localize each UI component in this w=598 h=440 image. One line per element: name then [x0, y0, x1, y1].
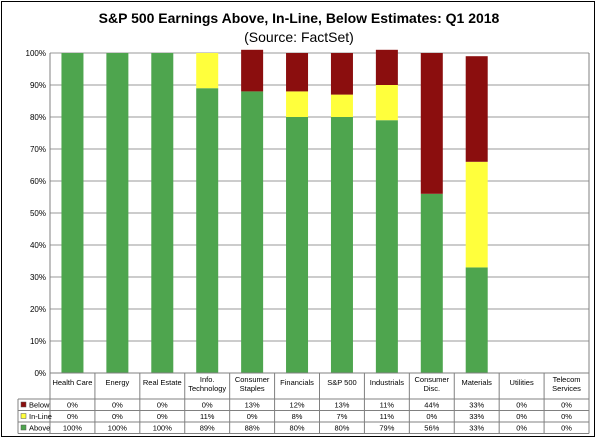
data-label: 33% [469, 401, 484, 410]
data-label: 100% [153, 424, 173, 433]
legend-swatch [20, 424, 27, 431]
x-tick-label: S&P 500 [327, 378, 356, 387]
data-label: 33% [469, 424, 484, 433]
legend-swatch [20, 413, 27, 419]
legend-label: In-Line [29, 412, 52, 421]
data-label: 0% [561, 401, 572, 410]
data-label: 0% [516, 401, 527, 410]
data-label: 0% [426, 412, 437, 421]
y-tick-label: 60% [30, 177, 46, 186]
bar-above [330, 117, 353, 373]
x-tick-label: Consumer [235, 375, 270, 384]
y-tick-label: 80% [30, 113, 46, 122]
bar-above [465, 267, 488, 373]
x-tick-label: Telecom [553, 375, 581, 384]
chart-subtitle: (Source: FactSet) [244, 29, 354, 45]
x-tick-label: Services [552, 384, 581, 393]
data-label: 0% [561, 412, 572, 421]
data-label: 11% [380, 401, 395, 410]
x-tick-label: Staples [240, 384, 265, 393]
bar-above [375, 120, 398, 373]
data-label: 88% [245, 424, 260, 433]
bar-above [106, 53, 129, 373]
x-tick-label: Materials [461, 378, 492, 387]
x-tick-label: Energy [105, 378, 129, 387]
y-tick-label: 40% [30, 241, 46, 250]
bar-in-line [286, 91, 309, 117]
data-label: 13% [245, 401, 260, 410]
x-tick-label: Financials [280, 378, 314, 387]
x-tick-label: Consumer [414, 375, 449, 384]
bar-above [286, 117, 309, 373]
x-tick-label: Info. [200, 375, 215, 384]
x-tick-label: Health Care [52, 378, 92, 387]
y-tick-label: 70% [30, 145, 46, 154]
data-label: 100% [63, 424, 83, 433]
data-label: 0% [202, 401, 213, 410]
y-tick-label: 20% [30, 305, 46, 314]
y-tick-label: 50% [30, 209, 46, 218]
bar-below [375, 49, 398, 85]
data-label: 11% [380, 412, 395, 421]
x-tick-label: Industrials [370, 378, 404, 387]
bar-in-line [465, 161, 488, 268]
data-label: 12% [290, 401, 305, 410]
data-label: 7% [337, 412, 348, 421]
bar-below [330, 53, 353, 95]
legend-label: Below [29, 401, 50, 410]
data-label: 0% [67, 401, 78, 410]
bar-below [420, 53, 443, 194]
bar-above [241, 91, 264, 374]
data-label: 100% [108, 424, 128, 433]
data-label: 0% [67, 412, 78, 421]
y-tick-label: 90% [30, 81, 46, 90]
data-label: 0% [516, 412, 527, 421]
chart-title: S&P 500 Earnings Above, In-Line, Below E… [98, 10, 500, 26]
data-label: 80% [334, 424, 349, 433]
bar-above [61, 53, 84, 373]
data-label: 56% [424, 424, 439, 433]
bar-below [241, 49, 264, 92]
bar-in-line [375, 85, 398, 121]
x-tick-label: Technology [188, 384, 226, 393]
data-label: 0% [157, 401, 168, 410]
bar-below [465, 56, 488, 162]
data-label: 0% [561, 424, 572, 433]
data-label: 44% [424, 401, 439, 410]
y-tick-label: 30% [30, 273, 46, 282]
data-label: 11% [200, 412, 215, 421]
data-label: 13% [334, 401, 349, 410]
y-tick-label: 10% [30, 337, 46, 346]
legend-swatch [20, 401, 27, 408]
bar-above [151, 53, 174, 373]
data-label: 80% [290, 424, 305, 433]
bar-above [420, 193, 443, 373]
x-tick-label: Utilities [510, 378, 534, 387]
data-label: 89% [200, 424, 215, 433]
bar-in-line [330, 94, 353, 117]
data-label: 79% [379, 424, 394, 433]
bar-below [286, 53, 309, 92]
x-tick-label: Real Estate [143, 378, 182, 387]
data-label: 0% [157, 412, 168, 421]
data-label: 0% [247, 412, 258, 421]
y-tick-label: 0% [34, 369, 46, 378]
data-label: 0% [516, 424, 527, 433]
y-tick-label: 100% [26, 49, 46, 58]
bar-in-line [196, 53, 219, 89]
legend-label: Above [29, 424, 50, 433]
data-label: 0% [112, 401, 123, 410]
data-label: 33% [469, 412, 484, 421]
bar-above [196, 88, 219, 373]
data-label: 0% [112, 412, 123, 421]
data-label: 8% [292, 412, 303, 421]
x-tick-label: Disc. [423, 384, 440, 393]
